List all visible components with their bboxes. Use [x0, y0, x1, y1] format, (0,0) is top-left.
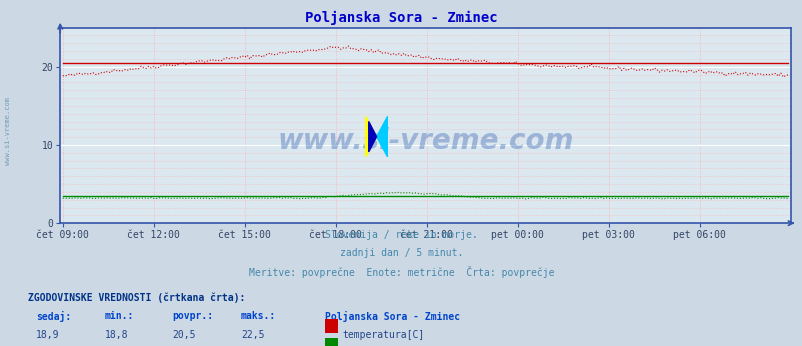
Text: 20,5: 20,5	[172, 330, 196, 340]
Text: ZGODOVINSKE VREDNOSTI (črtkana črta):: ZGODOVINSKE VREDNOSTI (črtkana črta):	[28, 292, 245, 303]
Text: Slovenija / reke in morje.: Slovenija / reke in morje.	[325, 230, 477, 240]
Polygon shape	[376, 116, 387, 157]
Text: 18,9: 18,9	[36, 330, 59, 340]
Text: zadnji dan / 5 minut.: zadnji dan / 5 minut.	[339, 248, 463, 258]
Text: Meritve: povprečne  Enote: metrične  Črta: povprečje: Meritve: povprečne Enote: metrične Črta:…	[249, 266, 553, 278]
Text: Poljanska Sora - Zminec: Poljanska Sora - Zminec	[325, 311, 460, 322]
Text: sedaj:: sedaj:	[36, 311, 71, 322]
Text: 22,5: 22,5	[241, 330, 264, 340]
Text: Poljanska Sora - Zminec: Poljanska Sora - Zminec	[305, 10, 497, 25]
Text: www.si-vreme.com: www.si-vreme.com	[277, 127, 573, 155]
Polygon shape	[368, 121, 376, 152]
Text: povpr.:: povpr.:	[172, 311, 213, 321]
Text: 18,8: 18,8	[104, 330, 128, 340]
Text: temperatura[C]: temperatura[C]	[342, 330, 424, 340]
Text: www.si-vreme.com: www.si-vreme.com	[5, 98, 11, 165]
Polygon shape	[365, 116, 376, 157]
Text: min.:: min.:	[104, 311, 134, 321]
Text: maks.:: maks.:	[241, 311, 276, 321]
